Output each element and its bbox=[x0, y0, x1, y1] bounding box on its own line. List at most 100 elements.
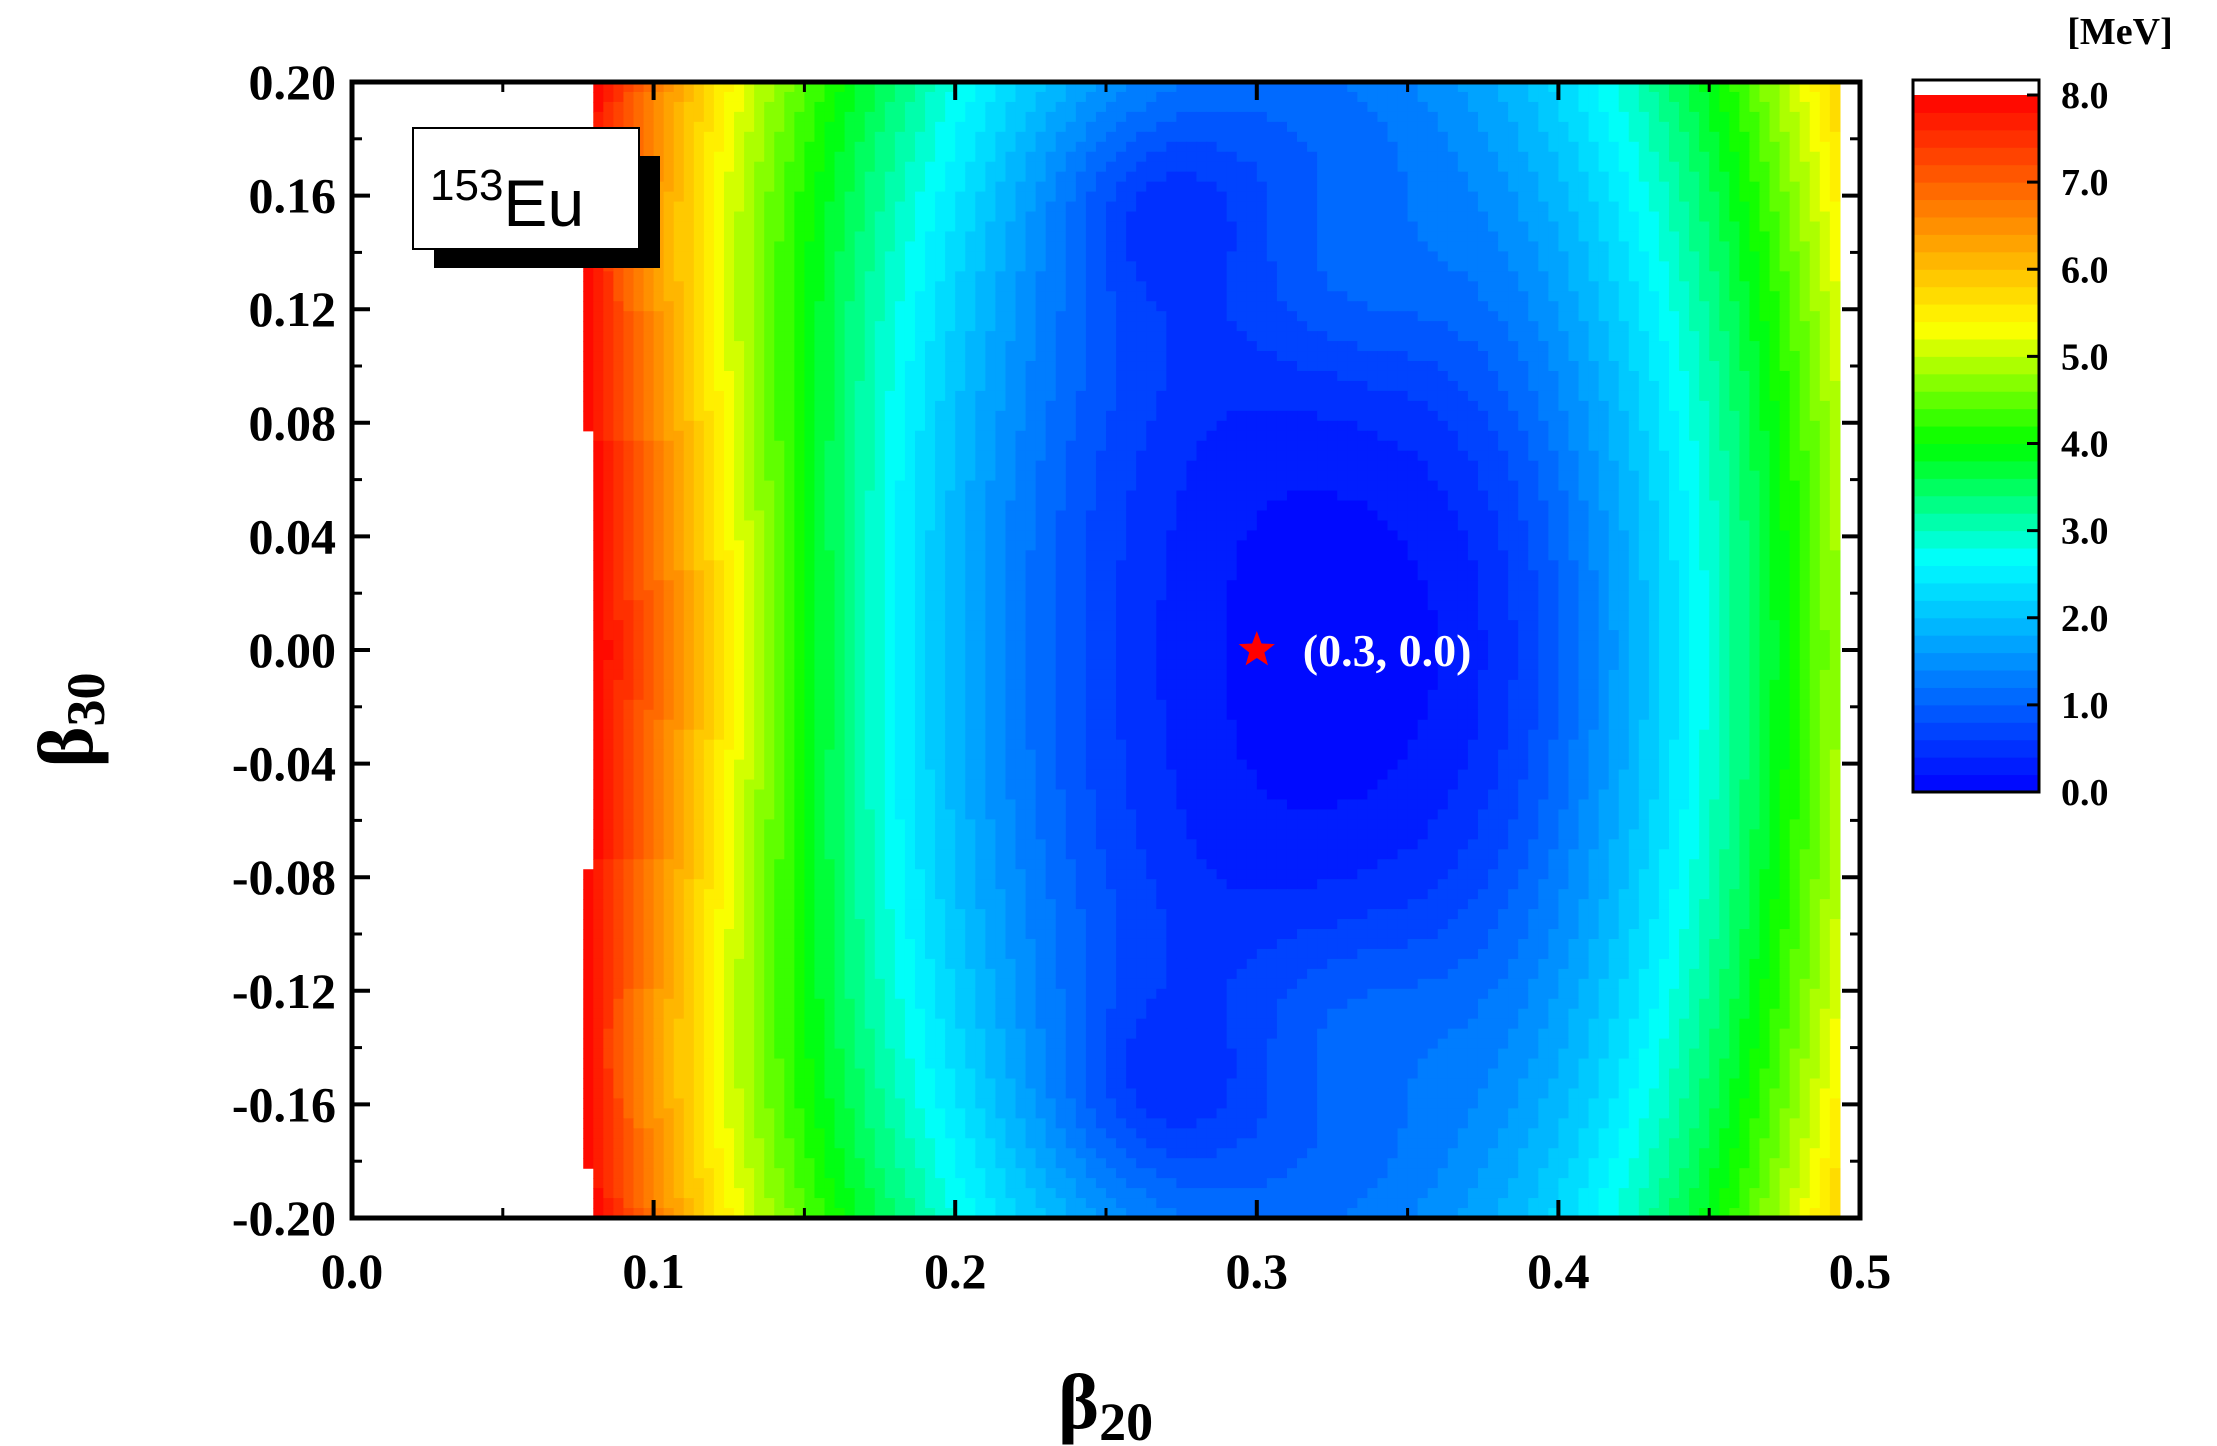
contour-cell bbox=[1377, 301, 1389, 312]
contour-cell bbox=[1648, 141, 1660, 153]
contour-cell bbox=[1568, 141, 1580, 153]
contour-cell bbox=[1377, 82, 1389, 93]
contour-cell bbox=[1437, 231, 1449, 243]
contour-cell bbox=[1297, 380, 1308, 392]
contour-cell bbox=[1598, 211, 1610, 223]
contour-cell bbox=[1437, 370, 1449, 382]
contour-cell bbox=[1005, 331, 1017, 342]
contour-cell bbox=[1276, 321, 1288, 332]
contour-cell bbox=[1166, 361, 1177, 372]
contour-cell bbox=[1739, 470, 1751, 482]
contour-cell bbox=[1095, 301, 1107, 312]
contour-cell bbox=[593, 370, 604, 382]
contour-cell bbox=[1196, 211, 1208, 223]
contour-cell bbox=[1166, 101, 1177, 113]
contour-cell bbox=[1538, 251, 1549, 262]
contour-cell bbox=[904, 380, 916, 392]
contour-cell bbox=[904, 151, 916, 163]
contour-cell bbox=[1638, 351, 1650, 362]
contour-cell bbox=[1447, 241, 1459, 252]
contour-cell bbox=[1196, 470, 1208, 482]
contour-cell bbox=[1477, 430, 1489, 442]
contour-cell bbox=[1286, 82, 1298, 93]
contour-cell bbox=[945, 251, 956, 262]
contour-cell bbox=[935, 82, 946, 93]
contour-cell bbox=[1638, 151, 1650, 163]
contour-cell bbox=[824, 91, 836, 103]
contour-cell bbox=[1286, 201, 1298, 213]
contour-cell bbox=[1226, 321, 1238, 332]
contour-cell bbox=[935, 430, 946, 442]
contour-cell bbox=[1216, 211, 1228, 223]
contour-cell bbox=[935, 231, 946, 243]
contour-cell bbox=[774, 171, 785, 183]
contour-cell bbox=[1668, 341, 1680, 352]
contour-cell bbox=[955, 380, 966, 392]
contour-cell bbox=[1196, 390, 1208, 402]
contour-cell bbox=[1397, 420, 1409, 432]
contour-cell bbox=[603, 480, 614, 492]
contour-cell bbox=[1246, 151, 1258, 163]
contour-cell bbox=[1819, 211, 1831, 223]
contour-cell bbox=[1658, 450, 1670, 462]
contour-cell bbox=[1055, 221, 1067, 233]
contour-cell bbox=[653, 380, 665, 392]
contour-cell bbox=[1729, 420, 1740, 432]
contour-cell bbox=[1236, 430, 1248, 442]
contour-cell bbox=[1628, 281, 1640, 292]
contour-cell bbox=[744, 450, 755, 462]
contour-cell bbox=[593, 281, 604, 292]
contour-cell bbox=[1719, 361, 1730, 372]
contour-cell bbox=[1739, 201, 1751, 213]
contour-cell bbox=[1397, 141, 1409, 153]
contour-cell bbox=[1256, 380, 1268, 392]
contour-cell bbox=[734, 410, 745, 422]
contour-cell bbox=[1709, 151, 1720, 163]
contour-cell bbox=[945, 271, 956, 282]
contour-cell bbox=[1317, 161, 1328, 173]
contour-cell bbox=[1337, 181, 1348, 193]
contour-cell bbox=[995, 361, 1007, 372]
contour-cell bbox=[995, 460, 1007, 472]
contour-cell bbox=[1508, 440, 1519, 452]
contour-cell bbox=[1457, 341, 1469, 352]
contour-cell bbox=[1407, 420, 1419, 432]
contour-cell bbox=[734, 221, 745, 233]
contour-cell bbox=[673, 251, 685, 262]
contour-cell bbox=[1367, 151, 1379, 163]
contour-cell bbox=[723, 430, 735, 442]
contour-cell bbox=[774, 470, 785, 482]
contour-cell bbox=[1025, 470, 1037, 482]
contour-cell bbox=[1477, 261, 1489, 272]
contour-cell bbox=[663, 91, 675, 103]
contour-cell bbox=[1367, 331, 1379, 342]
contour-cell bbox=[894, 181, 906, 193]
contour-cell bbox=[1558, 82, 1570, 93]
contour-cell bbox=[1578, 241, 1590, 252]
contour-cell bbox=[603, 370, 614, 382]
contour-cell bbox=[1015, 121, 1027, 133]
contour-cell bbox=[914, 341, 926, 352]
contour-cell bbox=[1216, 450, 1228, 462]
contour-cell bbox=[854, 341, 866, 352]
contour-cell bbox=[1025, 301, 1037, 312]
contour-cell bbox=[1166, 241, 1177, 252]
contour-cell bbox=[1467, 141, 1479, 153]
contour-cell bbox=[1498, 470, 1509, 482]
contour-cell bbox=[1648, 341, 1660, 352]
contour-cell bbox=[1417, 91, 1429, 103]
contour-cell bbox=[975, 141, 986, 153]
contour-cell bbox=[1387, 460, 1399, 472]
contour-cell bbox=[945, 380, 956, 392]
contour-cell bbox=[1297, 191, 1308, 203]
contour-cell bbox=[1256, 291, 1268, 302]
contour-cell bbox=[985, 91, 997, 103]
contour-cell bbox=[1035, 91, 1047, 103]
contour-cell bbox=[1307, 470, 1318, 482]
contour-cell bbox=[955, 470, 966, 482]
contour-cell bbox=[774, 410, 785, 422]
contour-cell bbox=[1156, 420, 1167, 432]
contour-cell bbox=[794, 191, 805, 203]
contour-cell bbox=[1095, 101, 1107, 113]
contour-cell bbox=[1156, 261, 1167, 272]
